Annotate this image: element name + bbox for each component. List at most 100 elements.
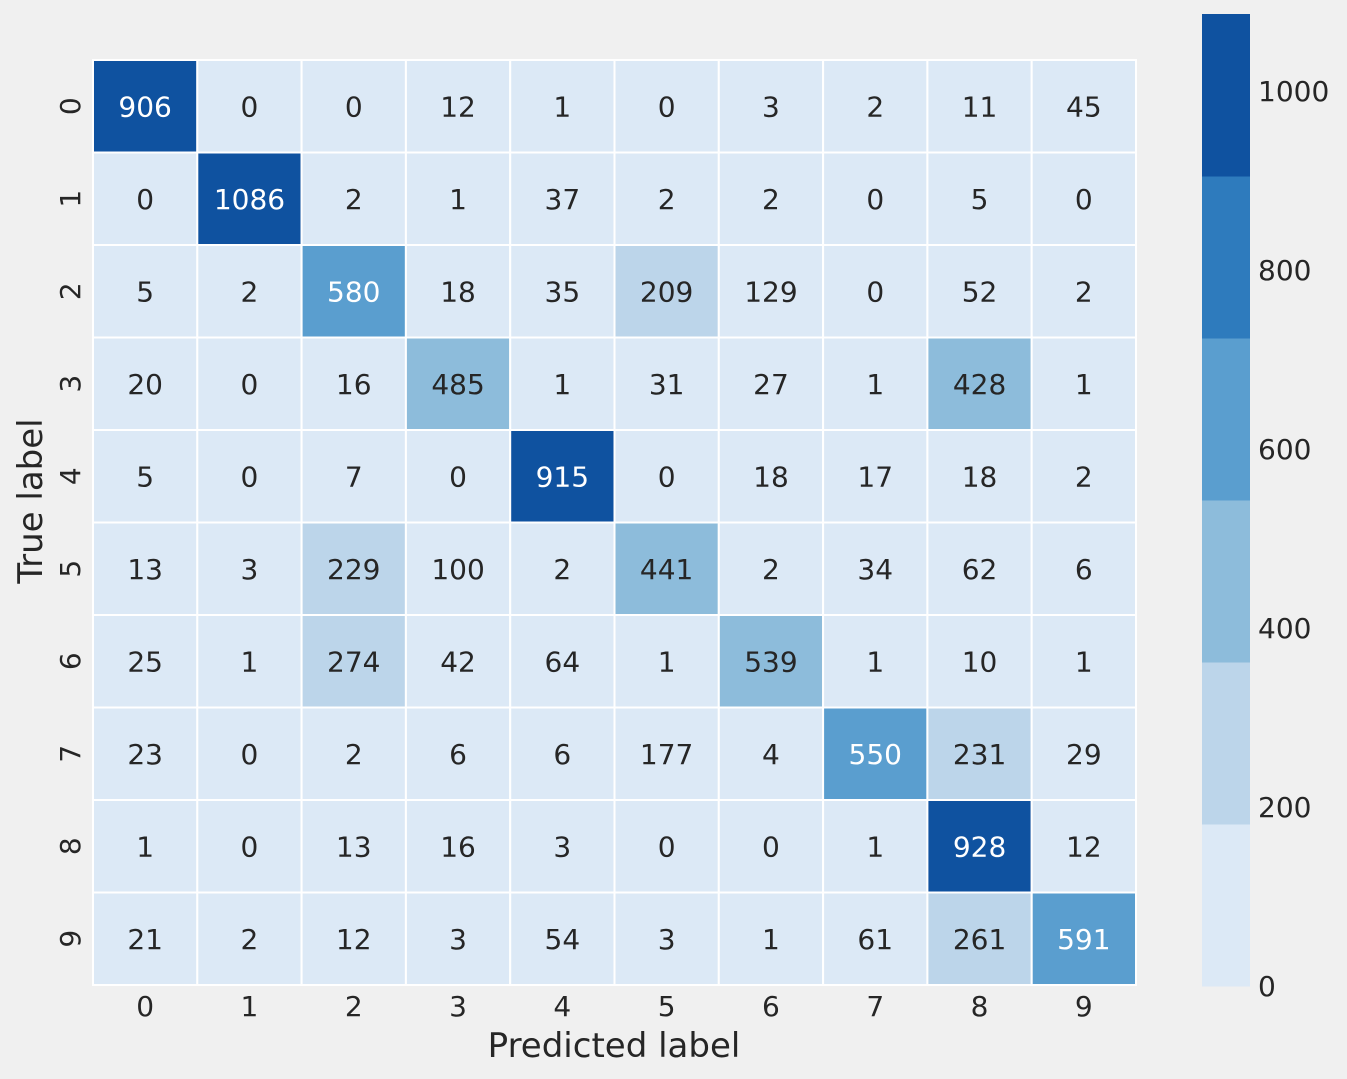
heatmap-cell	[926, 799, 1033, 894]
cell-value-label: 100	[431, 553, 484, 586]
cell-value-label: 12	[440, 90, 476, 123]
cell-value-label: 61	[857, 923, 893, 956]
cell-value-label: 0	[136, 183, 154, 216]
cell-value-label: 2	[345, 183, 363, 216]
heatmap-cell	[926, 706, 1033, 801]
colorbar-tick-labels: 0 200 400 600 800 1000	[1258, 75, 1329, 1003]
x-tick-label: 9	[1075, 990, 1093, 1023]
colorbar-segment	[1202, 176, 1250, 339]
cell-value-label: 3	[762, 90, 780, 123]
cell-value-label: 6	[553, 738, 571, 771]
cell-value-label: 129	[744, 275, 797, 308]
x-tick-label: 2	[345, 990, 363, 1023]
heatmap-cell	[926, 891, 1033, 986]
heatmap-cell	[717, 799, 825, 894]
heatmap-cell	[1030, 614, 1137, 709]
colorbar-tick-label: 800	[1258, 254, 1311, 287]
heatmap-cells: 906 0 0 12 1 0 3 2 11 450 1086 2 1 37 2 2 0 5 05 2 580 18 35 20…	[92, 59, 1137, 986]
cell-value-label: 10	[962, 645, 998, 678]
heatmap-cell	[822, 59, 929, 154]
cell-value-label: 7	[345, 460, 363, 493]
heatmap-cell	[92, 521, 199, 616]
heatmap-cell	[300, 521, 407, 616]
x-tick-label: 6	[762, 990, 780, 1023]
cell-value-label: 591	[1057, 923, 1110, 956]
heatmap-cell	[300, 891, 407, 986]
colorbar-tick-label: 400	[1258, 612, 1311, 645]
x-tick-label: 1	[241, 990, 259, 1023]
cell-value-label: 1	[658, 645, 676, 678]
cell-value-label: 5	[136, 275, 154, 308]
y-tick-label: 2	[54, 282, 87, 300]
heatmap-cell	[926, 614, 1033, 709]
colorbar	[1202, 14, 1250, 987]
cell-value-label: 45	[1066, 90, 1102, 123]
heatmap-cell	[613, 521, 720, 616]
cell-value-label: 25	[127, 645, 163, 678]
cell-value-label: 11	[962, 90, 998, 123]
cell-value-label: 2	[762, 553, 780, 586]
x-tick-labels: 0 1 2 3 4 5 6 7 8 9	[136, 990, 1093, 1023]
colorbar-segment	[1202, 338, 1250, 501]
cell-value-label: 177	[640, 738, 693, 771]
cell-value-label: 906	[118, 90, 171, 123]
heatmap-cell	[509, 429, 616, 524]
cell-value-label: 261	[953, 923, 1006, 956]
cell-value-label: 18	[440, 275, 476, 308]
x-tick-label: 4	[553, 990, 571, 1023]
heatmap-cell	[822, 244, 929, 339]
x-tick-label: 5	[658, 990, 676, 1023]
cell-value-label: 2	[762, 183, 780, 216]
heatmap-cell	[196, 799, 303, 894]
heatmap-cell	[717, 429, 825, 524]
heatmap-cell	[404, 614, 512, 709]
colorbar-segment	[1202, 662, 1250, 825]
heatmap-cell	[92, 59, 199, 154]
cell-value-label: 2	[241, 275, 259, 308]
heatmap-cell	[926, 244, 1033, 339]
cell-value-label: 1	[449, 183, 467, 216]
y-tick-labels: 0 1 2 3 4 5 6 7 8 9	[54, 97, 87, 947]
cell-value-label: 428	[953, 368, 1006, 401]
cell-value-label: 1	[136, 830, 154, 863]
cell-value-label: 485	[431, 368, 484, 401]
heatmap-cell	[404, 151, 512, 246]
heatmap-cell	[613, 706, 720, 801]
cell-value-label: 52	[962, 275, 998, 308]
cell-value-label: 1	[241, 645, 259, 678]
cell-value-label: 20	[127, 368, 163, 401]
heatmap-cell	[92, 799, 199, 894]
cell-value-label: 3	[658, 923, 676, 956]
heatmap-cell	[717, 614, 825, 709]
cell-value-label: 13	[336, 830, 372, 863]
cell-value-label: 18	[753, 460, 789, 493]
heatmap-cell	[717, 151, 825, 246]
y-tick-label: 4	[54, 467, 87, 485]
heatmap-cell	[196, 244, 303, 339]
cell-value-label: 54	[545, 923, 581, 956]
x-axis-title: Predicted label	[488, 1026, 741, 1066]
heatmap-cell	[1030, 891, 1137, 986]
heatmap-cell	[404, 891, 512, 986]
cell-value-label: 2	[345, 738, 363, 771]
cell-value-label: 21	[127, 923, 163, 956]
cell-value-label: 42	[440, 645, 476, 678]
cell-value-label: 1	[553, 90, 571, 123]
cell-value-label: 928	[953, 830, 1006, 863]
cell-value-label: 23	[127, 738, 163, 771]
heatmap-cell	[404, 706, 512, 801]
cell-value-label: 231	[953, 738, 1006, 771]
heatmap-cell	[926, 429, 1033, 524]
heatmap-cell	[822, 706, 929, 801]
cell-value-label: 0	[658, 830, 676, 863]
cell-value-label: 0	[658, 90, 676, 123]
heatmap-cell	[196, 891, 303, 986]
heatmap-cell	[196, 429, 303, 524]
heatmap-cell	[613, 614, 720, 709]
cell-value-label: 29	[1066, 738, 1102, 771]
heatmap-cell	[1030, 336, 1137, 431]
y-tick-label: 6	[54, 652, 87, 670]
cell-value-label: 0	[241, 90, 259, 123]
cell-value-label: 6	[1075, 553, 1093, 586]
colorbar-tick-label: 1000	[1258, 75, 1329, 108]
